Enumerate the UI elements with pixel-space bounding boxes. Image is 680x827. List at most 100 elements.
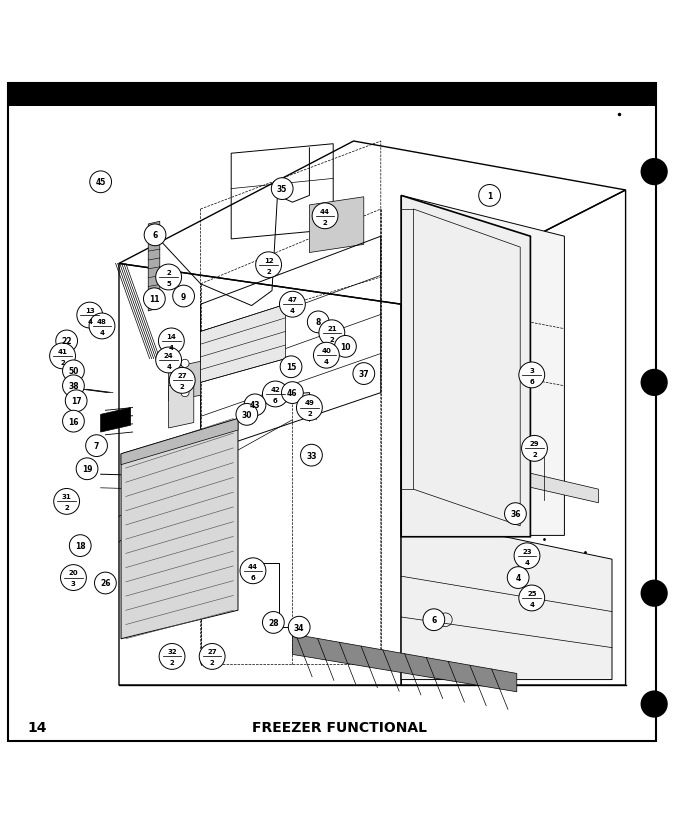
Polygon shape [121,419,238,639]
Circle shape [159,643,185,670]
Text: 43: 43 [250,401,260,410]
Text: 42: 42 [271,386,280,392]
Circle shape [301,445,322,466]
Polygon shape [401,515,612,680]
Polygon shape [401,196,564,536]
Circle shape [280,356,302,378]
Text: 4: 4 [324,359,329,365]
Text: 29: 29 [530,441,539,447]
Polygon shape [101,408,131,433]
Circle shape [89,313,115,339]
Circle shape [95,572,116,594]
Text: 47: 47 [288,297,297,303]
Text: 27: 27 [177,373,187,379]
Circle shape [507,567,529,589]
Text: 2: 2 [170,659,174,666]
Circle shape [65,390,87,412]
Polygon shape [401,443,598,503]
Text: 10: 10 [340,342,351,351]
Text: 37: 37 [358,370,369,379]
Circle shape [296,395,322,421]
Circle shape [522,436,547,461]
Text: 14: 14 [167,333,176,339]
Polygon shape [201,305,286,383]
Circle shape [158,328,184,355]
Polygon shape [121,419,238,465]
Circle shape [244,394,266,416]
Circle shape [169,368,195,394]
Text: 6: 6 [273,397,277,404]
Circle shape [90,172,112,194]
Circle shape [236,404,258,426]
Text: 4: 4 [87,318,92,324]
Text: 21: 21 [327,325,337,331]
Circle shape [61,565,86,590]
Circle shape [63,361,84,382]
Circle shape [307,312,329,333]
Text: 40: 40 [322,347,331,354]
Circle shape [143,289,165,310]
Text: 9: 9 [181,292,186,301]
Text: 26: 26 [100,579,111,588]
Text: 4: 4 [515,573,521,582]
Circle shape [262,381,288,408]
Bar [8,84,656,107]
Circle shape [641,691,668,718]
Text: 22: 22 [61,337,72,346]
Circle shape [50,343,75,370]
Text: 4: 4 [290,308,295,313]
Circle shape [423,609,445,631]
Text: 6: 6 [251,574,255,580]
Circle shape [282,382,303,404]
Text: 23: 23 [522,548,532,554]
Circle shape [519,586,545,611]
Circle shape [181,389,189,397]
Text: 11: 11 [149,295,160,304]
Text: 27: 27 [207,648,217,654]
Text: 24: 24 [164,352,173,358]
Text: 3: 3 [529,367,534,373]
Text: 45: 45 [95,178,106,187]
Text: 48: 48 [97,318,107,324]
Text: 4: 4 [99,329,105,336]
Circle shape [76,458,98,480]
Text: 6: 6 [530,378,534,385]
Text: 50: 50 [68,367,79,376]
Text: 32: 32 [167,648,177,654]
Circle shape [63,411,84,433]
Circle shape [63,375,84,397]
Text: 2: 2 [330,336,334,342]
Text: 33: 33 [306,451,317,460]
Text: 17: 17 [71,397,82,406]
Circle shape [69,535,91,557]
Circle shape [86,435,107,457]
Text: 13: 13 [85,308,95,313]
Text: 31: 31 [62,494,71,500]
Text: 7: 7 [94,442,99,451]
Text: 4: 4 [529,601,534,607]
Circle shape [353,363,375,385]
Text: 15: 15 [286,363,296,372]
Circle shape [312,203,338,229]
Text: 36: 36 [510,509,521,519]
Circle shape [256,252,282,279]
Circle shape [288,617,310,638]
Circle shape [641,370,668,396]
Text: 46: 46 [287,389,298,398]
Text: 2: 2 [180,384,184,390]
Text: 49: 49 [305,400,314,406]
Text: 38: 38 [68,382,79,391]
Text: 16: 16 [68,417,79,426]
Circle shape [641,580,668,607]
Polygon shape [169,381,194,428]
Text: 34: 34 [294,623,305,632]
Text: 5: 5 [167,280,171,286]
Circle shape [156,347,182,374]
Circle shape [505,503,526,525]
Circle shape [156,265,182,290]
Circle shape [144,225,166,246]
Text: 8: 8 [316,318,321,327]
Text: 2: 2 [167,270,171,275]
Circle shape [271,179,293,200]
Text: 2: 2 [323,219,327,225]
